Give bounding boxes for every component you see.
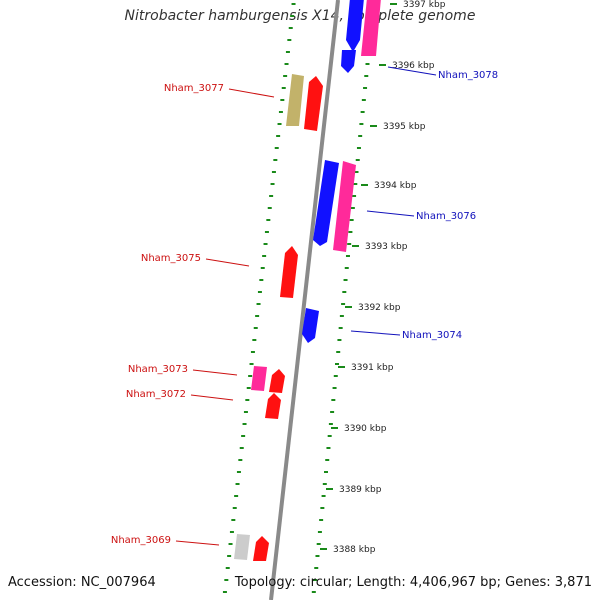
tick-tracks: [222, 3, 376, 593]
gene-arrow[interactable]: [269, 369, 285, 393]
gene-label[interactable]: Nham_3074: [402, 330, 462, 341]
gene-label-leader: [387, 66, 437, 76]
gene-arrow[interactable]: [304, 76, 323, 131]
gene-label[interactable]: Nham_3075: [141, 253, 201, 264]
gene-arrow[interactable]: [286, 74, 304, 126]
gene-features: [234, 0, 381, 561]
gene-arrow[interactable]: [251, 366, 267, 391]
scale-label: 3389 kbp: [339, 485, 382, 495]
scale-label: 3394 kbp: [374, 181, 417, 191]
scale-labels: 3397 kbp 3396 kbp 3395 kbp 3394 kbp 3393 kbp…: [320, 0, 446, 555]
gene-label-leader: [350, 330, 401, 336]
gene-arrow[interactable]: [265, 393, 281, 419]
gene-arrow[interactable]: [280, 246, 298, 298]
gene-arrow[interactable]: [253, 536, 269, 561]
scale-label: 3396 kbp: [392, 61, 435, 71]
gene-arrow[interactable]: [361, 0, 381, 56]
gene-labels: Nham_3077 Nham_3078 Nham_3076 Nham_3075 Nham…: [111, 66, 498, 546]
scale-label: 3395 kbp: [383, 122, 426, 132]
scale-label: 3397 kbp: [403, 0, 446, 10]
accession-text: Accession: NC_007964: [8, 575, 156, 590]
gene-label[interactable]: Nham_3069: [111, 535, 171, 546]
gene-label-leader: [190, 394, 234, 401]
gene-label[interactable]: Nham_3073: [128, 364, 188, 375]
gene-label-leader: [175, 540, 220, 546]
scale-label: 3388 kbp: [333, 545, 376, 555]
gene-arrow[interactable]: [313, 160, 339, 246]
gene-label-leader: [366, 210, 415, 217]
gene-label[interactable]: Nham_3072: [126, 389, 186, 400]
gene-arrow[interactable]: [346, 0, 364, 52]
gene-label[interactable]: Nham_3077: [164, 83, 224, 94]
gene-label-leader: [205, 258, 250, 267]
gene-label[interactable]: Nham_3076: [416, 211, 476, 222]
scale-label: 3391 kbp: [351, 363, 394, 373]
genome-backbone: [269, 0, 340, 600]
genome-summary-text: Topology: circular; Length: 4,406,967 bp…: [234, 575, 592, 590]
gene-arrow[interactable]: [234, 534, 250, 560]
gene-label-leader: [192, 369, 238, 376]
scale-label: 3390 kbp: [344, 424, 387, 434]
map-title: Nitrobacter hamburgensis X14, complete g…: [124, 8, 476, 24]
gene-arrow[interactable]: [333, 161, 356, 252]
scale-label: 3392 kbp: [358, 303, 401, 313]
gene-label[interactable]: Nham_3078: [438, 70, 498, 81]
scale-label: 3393 kbp: [365, 242, 408, 252]
gene-arrow[interactable]: [341, 50, 356, 73]
gene-label-leader: [228, 88, 275, 98]
gene-arrow[interactable]: [302, 308, 319, 343]
